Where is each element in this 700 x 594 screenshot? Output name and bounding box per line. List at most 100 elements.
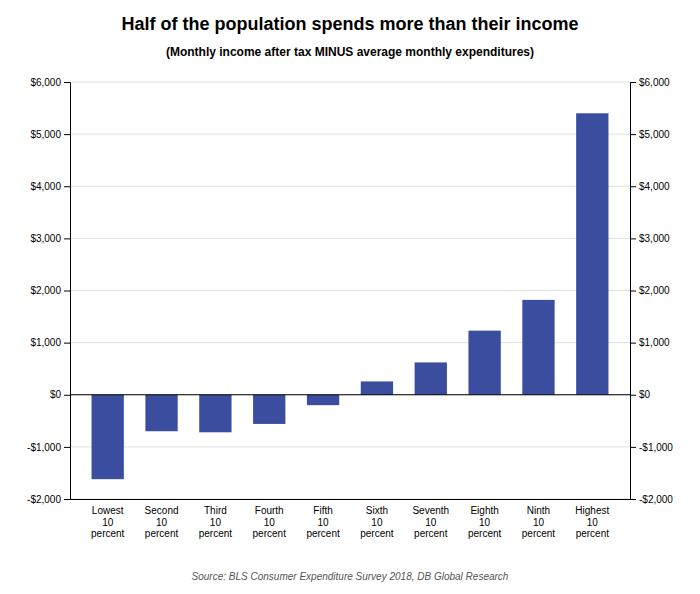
- tick-label: $0: [50, 389, 62, 400]
- tick-label-line: Sixth: [366, 505, 388, 516]
- tick-label: -$2,000: [27, 494, 61, 505]
- tick-label-line: percent: [468, 528, 502, 539]
- tick-label: $5,000: [639, 129, 670, 140]
- tick-label: Fifth10percent: [306, 505, 340, 539]
- zero-line: [70, 394, 630, 395]
- y-tick: -$2,000: [630, 494, 673, 505]
- tick-label-line: 10: [587, 517, 599, 528]
- y-tick: -$2,000: [27, 494, 70, 505]
- bar: [522, 300, 554, 395]
- tick-mark: [630, 82, 636, 83]
- tick-label-line: Fourth: [255, 505, 284, 516]
- y-tick: $6,000: [30, 77, 70, 88]
- tick-mark: [64, 134, 70, 135]
- tick-label: Lowest10percent: [91, 505, 125, 539]
- bar: [253, 395, 285, 424]
- x-tick: Fourth10percent: [253, 505, 287, 539]
- x-tick: Sixth10percent: [360, 505, 394, 539]
- y-tick: $1,000: [30, 337, 70, 348]
- tick-label-line: 10: [102, 517, 114, 528]
- tick-mark: [64, 186, 70, 187]
- tick-label-line: percent: [145, 528, 179, 539]
- y-axis-right: -$2,000 -$1,000 $0 $1,000 $2,000 $3,000 $4,000…: [630, 77, 673, 505]
- tick-label-line: 10: [156, 517, 168, 528]
- tick-mark: [64, 343, 70, 344]
- bar: [576, 113, 608, 394]
- tick-label: $2,000: [30, 285, 61, 296]
- bar: [468, 331, 500, 395]
- y-tick: $2,000: [630, 285, 670, 296]
- y-tick: $0: [630, 389, 651, 400]
- tick-label-line: Seventh: [412, 505, 449, 516]
- tick-label: $1,000: [639, 337, 670, 348]
- y-tick: $3,000: [30, 233, 70, 244]
- tick-label: -$1,000: [639, 442, 673, 453]
- tick-mark: [64, 82, 70, 83]
- grid-line: [70, 290, 630, 291]
- tick-label: $3,000: [30, 233, 61, 244]
- x-tick: Fifth10percent: [306, 505, 340, 539]
- tick-label: Sixth10percent: [360, 505, 394, 539]
- x-tick: Seventh10percent: [412, 505, 449, 539]
- bar: [199, 395, 231, 433]
- tick-mark: [64, 447, 70, 448]
- tick-label-line: 10: [425, 517, 437, 528]
- y-tick: $2,000: [30, 285, 70, 296]
- grid-line: [70, 186, 630, 187]
- tick-label-line: 10: [264, 517, 276, 528]
- x-tick: Second10percent: [145, 505, 179, 539]
- source: Source: BLS Consumer Expenditure Survey …: [192, 571, 509, 582]
- tick-label-line: Highest: [575, 505, 609, 516]
- grid-line: [70, 394, 630, 395]
- tick-label-line: percent: [414, 528, 448, 539]
- y-tick: -$1,000: [630, 442, 673, 453]
- tick-label: -$1,000: [27, 442, 61, 453]
- grid-line: [70, 446, 630, 447]
- tick-label-line: Second: [145, 505, 179, 516]
- bar: [145, 395, 177, 431]
- tick-label: $1,000: [30, 337, 61, 348]
- tick-label-line: Fifth: [313, 505, 332, 516]
- tick-mark: [630, 499, 636, 500]
- tick-label-line: percent: [306, 528, 340, 539]
- tick-label: $4,000: [639, 181, 670, 192]
- tick-label-line: percent: [360, 528, 394, 539]
- tick-label: Highest10percent: [575, 505, 609, 539]
- tick-mark: [630, 134, 636, 135]
- tick-label-line: Ninth: [527, 505, 550, 516]
- tick-mark: [630, 395, 636, 396]
- bars: [92, 113, 609, 479]
- tick-label: $4,000: [30, 181, 61, 192]
- grid: [70, 82, 630, 499]
- tick-mark: [64, 238, 70, 239]
- tick-label: Ninth10percent: [522, 505, 556, 539]
- tick-label-line: percent: [576, 528, 610, 539]
- tick-label: Seventh10percent: [412, 505, 449, 539]
- tick-label: $3,000: [639, 233, 670, 244]
- x-axis: Lowest10percentSecond10percentThird10per…: [71, 500, 631, 540]
- y-tick: $4,000: [30, 181, 70, 192]
- tick-label: Eighth10percent: [468, 505, 502, 539]
- tick-label: -$2,000: [639, 494, 673, 505]
- y-tick: $1,000: [630, 337, 670, 348]
- x-tick: Highest10percent: [575, 505, 609, 539]
- tick-label-line: 10: [479, 517, 491, 528]
- tick-label: $5,000: [30, 129, 61, 140]
- axis-line: [71, 499, 631, 500]
- tick-mark: [64, 499, 70, 500]
- tick-label: Third10percent: [199, 505, 233, 539]
- tick-mark: [630, 291, 636, 292]
- tick-label-line: 10: [371, 517, 383, 528]
- axis-line: [64, 83, 71, 500]
- tick-mark: [64, 291, 70, 292]
- y-tick: $3,000: [630, 233, 670, 244]
- tick-label: $6,000: [30, 77, 61, 88]
- grid-line: [70, 134, 630, 135]
- tick-mark: [630, 343, 636, 344]
- x-tick: Third10percent: [199, 505, 233, 539]
- tick-mark: [630, 186, 636, 187]
- y-tick: $5,000: [30, 129, 70, 140]
- y-tick: $4,000: [630, 181, 670, 192]
- grid-line: [70, 82, 630, 83]
- tick-label-line: Eighth: [470, 505, 498, 516]
